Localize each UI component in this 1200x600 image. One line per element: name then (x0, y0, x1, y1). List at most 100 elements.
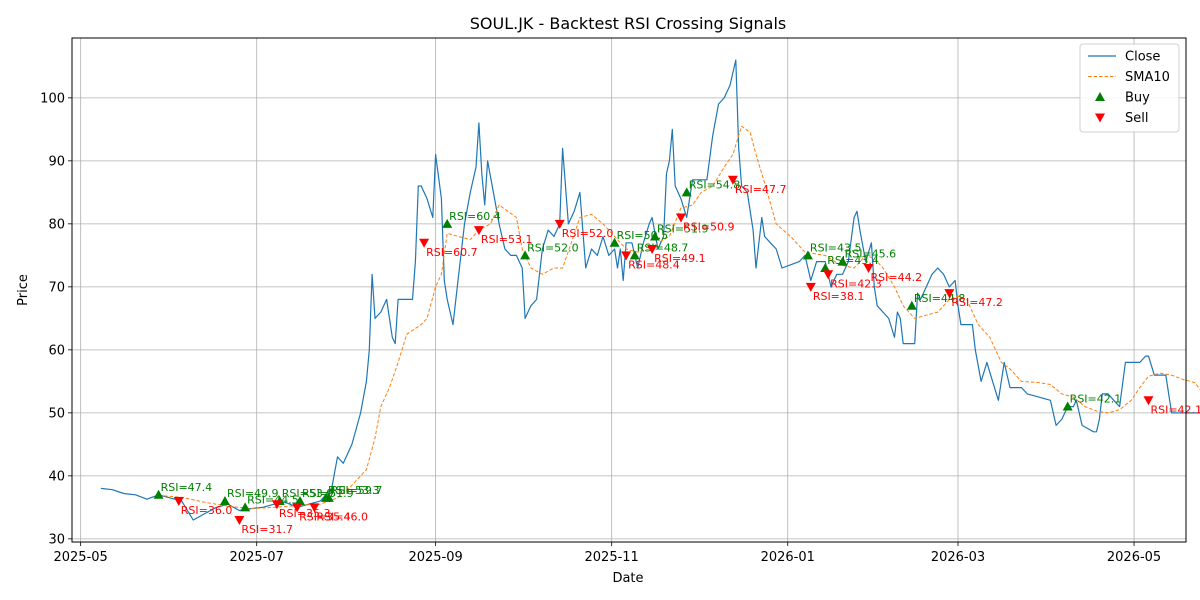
buy-label: RSI=54.8 (689, 178, 741, 191)
buy-marker (906, 300, 917, 310)
legend-swatch-sell (1095, 113, 1105, 123)
buy-marker (629, 250, 640, 260)
buy-label: RSI=59.7 (331, 484, 383, 497)
buy-label: RSI=48.7 (637, 241, 689, 254)
buy-label: RSI=47.4 (161, 481, 213, 494)
buy-label: RSI=51.9 (657, 222, 709, 235)
buy-marker (442, 218, 453, 228)
chart-title: SOUL.JK - Backtest RSI Crossing Signals (470, 14, 787, 33)
buy-marker (323, 492, 334, 502)
buy-marker (1062, 401, 1073, 411)
sell-label: RSI=36.0 (181, 504, 233, 517)
sell-label: RSI=47.2 (951, 296, 1003, 309)
buy-label: RSI=51.9 (302, 487, 354, 500)
buy-marker (294, 496, 305, 506)
buy-label: RSI=60.4 (449, 210, 501, 223)
sell-marker (173, 497, 184, 507)
sell-label: RSI=52.0 (562, 227, 614, 240)
buy-marker (153, 489, 164, 499)
y-tick-label: 50 (48, 406, 65, 421)
sell-label: RSI=46.0 (316, 510, 368, 523)
sell-marker (727, 175, 738, 185)
sell-marker (292, 503, 303, 513)
sell-label: RSI=31.7 (241, 523, 293, 536)
sell-label: RSI=49.1 (654, 252, 706, 265)
sell-marker (1143, 396, 1154, 406)
legend-label: Close (1125, 50, 1160, 65)
buy-marker (219, 496, 230, 506)
buy-label: RSI=44.8 (914, 292, 966, 305)
buy-label: RSI=42.1 (1070, 393, 1122, 406)
buy-marker (802, 250, 813, 260)
x-tick-label: 2026-03 (931, 550, 985, 565)
buy-label: RSI=45.6 (845, 248, 897, 261)
y-tick-label: 60 (48, 343, 65, 358)
x-tick-label: 2025-05 (53, 550, 107, 565)
legend-label: Sell (1125, 111, 1148, 126)
x-tick-label: 2025-11 (585, 550, 639, 565)
x-tick-label: 2025-07 (230, 550, 284, 565)
sell-label: RSI=48.4 (628, 258, 680, 271)
plot-frame (71, 37, 1187, 543)
sell-label: RSI=44.2 (871, 271, 923, 284)
legend-box (1079, 43, 1180, 133)
sell-label: RSI=50.9 (683, 221, 735, 234)
buy-marker (820, 262, 831, 272)
sell-marker (944, 289, 955, 299)
sell-marker (234, 515, 245, 525)
legend-label: SMA10 (1125, 70, 1170, 85)
sell-marker (473, 226, 484, 236)
buy-label: RSI=53.3 (328, 484, 380, 497)
series-line-close (100, 59, 1200, 521)
buy-marker (681, 187, 692, 197)
sell-marker (863, 263, 874, 273)
axis-ticks: 2025-05 2025-07 2025-09 2025-11 2026-01 2026-… (40, 91, 1161, 565)
sell-label: RSI=47.7 (735, 183, 787, 196)
y-tick-label: 90 (48, 154, 65, 169)
grid (72, 38, 1186, 542)
buy-label: RSI=43.5 (810, 241, 862, 254)
sell-marker (805, 282, 816, 292)
legend-swatch-buy (1095, 92, 1105, 101)
sell-marker (823, 270, 834, 280)
buy-label: RSI=44.5 (247, 493, 299, 506)
sell-label: RSI=35.4 (299, 510, 351, 523)
buy-marker (609, 237, 620, 247)
sell-marker (309, 503, 320, 513)
sell-label: RSI=38.1 (813, 290, 865, 303)
x-axis-label: Date (612, 571, 643, 586)
sell-label: RSI=53.1 (481, 233, 533, 246)
buy-marker (520, 250, 531, 260)
sell-marker (419, 238, 430, 248)
y-tick-label: 80 (48, 217, 65, 232)
buy-marker (837, 256, 848, 266)
y-tick-label: 100 (40, 91, 65, 106)
sell-marker (271, 500, 282, 510)
y-axis-label: Price (16, 274, 31, 306)
legend: Close SMA10 Buy Sell (1079, 43, 1180, 133)
series-layer (100, 59, 1200, 521)
sell-marker (647, 245, 658, 255)
sell-label: RSI=60.7 (426, 246, 478, 259)
sell-marker (675, 213, 686, 223)
buy-label: RSI=52.0 (527, 241, 579, 254)
sell-label: RSI=35.3 (279, 507, 331, 520)
signal-layer: RSI=47.4 RSI=49.9RSI=44.5RSI=53.9RSI=51.9… (153, 175, 1200, 536)
x-tick-label: 2025-09 (408, 550, 462, 565)
buy-label: RSI=49.9 (227, 487, 279, 500)
y-tick-label: 30 (48, 532, 65, 547)
x-tick-label: 2026-05 (1107, 550, 1161, 565)
legend-label: Buy (1125, 91, 1150, 106)
sell-label: RSI=42.3 (830, 277, 882, 290)
sell-label: RSI=42.1 (1150, 403, 1200, 416)
sell-marker (621, 251, 632, 261)
buy-marker (240, 502, 251, 512)
buy-marker (649, 231, 660, 241)
x-tick-label: 2026-01 (761, 550, 815, 565)
y-tick-label: 40 (48, 469, 65, 484)
y-tick-label: 70 (48, 280, 65, 295)
series-line-sma10 (158, 125, 1200, 510)
buy-label: RSI=53.9 (282, 487, 334, 500)
sell-marker (554, 219, 565, 229)
